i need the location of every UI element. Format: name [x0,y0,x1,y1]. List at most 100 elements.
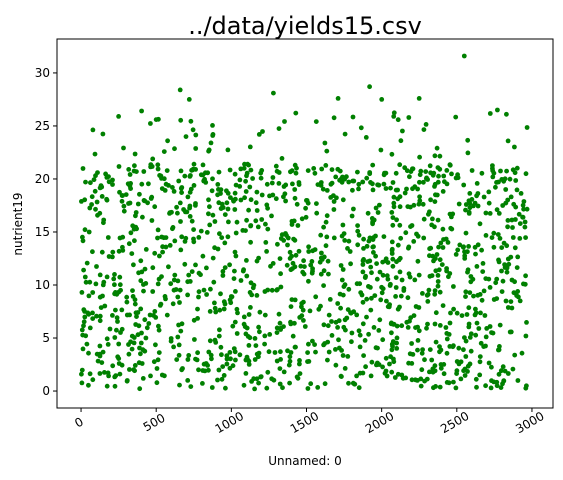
data-point [204,230,210,235]
data-point [90,310,95,316]
data-point [216,200,222,206]
data-point [127,172,133,177]
data-point [489,235,495,241]
data-point [480,261,486,266]
data-point [121,203,127,209]
data-point [216,367,222,373]
data-point [435,283,441,289]
data-point [500,364,506,370]
data-point [133,310,139,316]
data-point [421,127,427,132]
data-point [259,192,265,198]
data-point [211,279,217,285]
data-point [210,212,216,218]
data-point [364,175,370,181]
data-point [463,202,469,207]
data-point [427,369,432,375]
data-point [363,135,369,140]
data-point [138,258,144,264]
data-point [389,330,394,336]
data-point [508,299,514,304]
data-point [482,313,488,318]
data-point [456,201,462,207]
data-point [496,371,502,377]
data-point [389,248,395,253]
data-point [439,262,445,267]
data-point [286,362,292,368]
data-point [370,162,376,168]
data-point [395,242,401,248]
data-point [148,373,153,379]
data-point [234,331,240,336]
data-point [278,271,283,277]
data-point [454,310,460,316]
data-point [383,170,389,176]
data-point [427,246,432,252]
data-point [415,338,421,343]
data-point [141,169,147,174]
data-point [130,288,135,293]
data-point [258,374,264,380]
data-point [175,210,180,216]
data-point [356,232,362,238]
data-point [431,258,436,264]
data-point [465,150,471,156]
data-point [495,107,500,113]
data-point [155,235,160,241]
data-point [138,306,144,312]
data-point [373,253,378,259]
data-point [277,256,283,261]
data-point [380,286,386,292]
data-point [153,342,158,348]
data-point [387,361,392,367]
data-point [164,312,170,318]
data-point [305,350,310,355]
data-point [390,256,396,262]
data-point [256,350,262,356]
data-point [87,371,93,377]
data-point [79,380,85,386]
data-point [124,378,130,383]
data-point [80,234,85,240]
x-tick-label: 2000 [363,409,396,436]
data-point [505,224,510,230]
data-point [119,198,125,204]
data-point [341,284,347,289]
data-point [424,176,429,182]
data-point [140,376,146,381]
data-point [333,347,338,352]
data-point [152,250,158,256]
data-point [451,379,456,385]
data-point [447,211,453,217]
data-point [479,297,485,303]
data-point [80,238,86,244]
data-point [265,369,271,375]
data-point [254,189,260,195]
data-point [292,320,297,326]
data-point [378,147,384,153]
data-point [159,372,165,378]
data-point [365,210,371,216]
data-point [237,352,243,358]
data-point [444,331,450,336]
data-point [139,269,145,275]
data-point [215,182,221,187]
data-point [112,383,118,389]
data-point [504,265,510,271]
data-point [284,262,290,268]
data-point [293,252,299,258]
data-point [201,178,207,184]
data-point [504,168,509,174]
data-point [86,382,91,388]
data-point [459,313,465,318]
data-point [244,258,249,263]
data-point [501,178,507,184]
data-point [370,218,376,224]
data-point [119,193,125,199]
data-point [265,287,271,293]
data-point [420,347,425,352]
data-point [269,213,274,219]
data-point [491,297,497,302]
data-point [80,346,86,352]
data-point [483,383,488,389]
